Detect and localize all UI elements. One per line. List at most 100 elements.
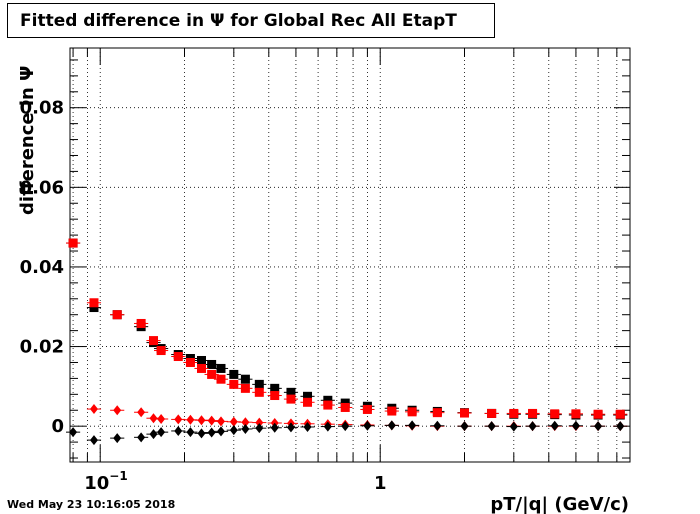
- chart-title: Fitted difference in Ψ for Global Rec Al…: [20, 11, 457, 31]
- data-point: [303, 397, 313, 407]
- data-point: [149, 429, 158, 440]
- data-point: [593, 409, 603, 419]
- data-point: [303, 391, 313, 401]
- data-point: [362, 404, 372, 414]
- data-point: [137, 407, 146, 418]
- y-tick-label: 0.04: [20, 257, 64, 278]
- data-point: [229, 369, 239, 379]
- data-point: [254, 379, 264, 389]
- data-point: [113, 433, 122, 444]
- data-point: [255, 423, 264, 434]
- data-point: [157, 414, 166, 425]
- data-point: [89, 435, 98, 446]
- data-point: [197, 415, 206, 426]
- data-point: [229, 416, 238, 427]
- y-axis-label: difference in Ψ: [17, 66, 38, 215]
- data-point: [460, 408, 470, 418]
- data-point: [270, 391, 280, 401]
- x-tick-label: 10−1: [84, 469, 127, 494]
- data-marks: [65, 238, 628, 446]
- data-point: [487, 408, 497, 418]
- data-point: [186, 427, 195, 438]
- x-tick-label: 1: [374, 473, 387, 494]
- data-point: [241, 417, 250, 428]
- data-point: [207, 427, 216, 438]
- data-point: [254, 387, 264, 397]
- data-point: [196, 363, 206, 373]
- data-point: [174, 425, 183, 436]
- y-tick-label: 0.02: [20, 337, 64, 358]
- axes: 10−1 1 0 0.02 0.04 0.06 0.08: [20, 47, 631, 494]
- data-point: [340, 402, 350, 412]
- data-point: [408, 420, 417, 431]
- plot-frame: [69, 47, 631, 463]
- data-point: [594, 421, 603, 432]
- data-point: [255, 417, 264, 428]
- data-point: [323, 421, 332, 432]
- data-point: [186, 414, 195, 425]
- data-point: [270, 422, 279, 433]
- data-point: [286, 387, 296, 397]
- data-point: [69, 427, 78, 438]
- data-point: [487, 421, 496, 432]
- data-point: [68, 238, 78, 248]
- data-point: [157, 427, 166, 438]
- data-point: [229, 425, 238, 436]
- data-point: [216, 416, 225, 427]
- data-point: [240, 383, 250, 393]
- data-point: [286, 394, 296, 404]
- data-point: [89, 404, 98, 415]
- data-point: [216, 426, 225, 437]
- data-point: [207, 369, 217, 379]
- data-point: [509, 421, 518, 432]
- data-point: [303, 421, 312, 432]
- data-point: [323, 395, 333, 405]
- data-point: [113, 405, 122, 416]
- chart-title-box: Fitted difference in Ψ for Global Rec Al…: [7, 3, 495, 38]
- data-point: [216, 363, 226, 373]
- data-point: [363, 420, 372, 431]
- data-point: [550, 409, 560, 419]
- data-point: [241, 423, 250, 434]
- data-point: [616, 421, 625, 432]
- data-point: [286, 422, 295, 433]
- data-point: [197, 428, 206, 439]
- timestamp: Wed May 23 10:16:05 2018: [7, 498, 176, 511]
- y-tick-label: 0.06: [20, 177, 64, 198]
- data-point: [207, 359, 217, 369]
- y-tick-label: 0: [51, 416, 64, 437]
- data-point: [156, 346, 166, 356]
- data-point: [387, 406, 397, 416]
- data-point: [185, 357, 195, 367]
- data-point: [341, 421, 350, 432]
- data-point: [240, 374, 250, 384]
- data-point: [571, 409, 581, 419]
- series-2: [86, 404, 628, 432]
- data-point: [196, 355, 206, 365]
- series-1: [65, 238, 628, 419]
- data-point: [433, 420, 442, 431]
- data-point: [460, 421, 469, 432]
- data-point: [229, 379, 239, 389]
- x-axis-label: pT/|q| (GeV/c): [490, 494, 629, 514]
- data-point: [174, 414, 183, 425]
- data-point: [615, 409, 625, 419]
- data-point: [112, 310, 122, 320]
- series-3: [65, 420, 628, 446]
- data-point: [89, 303, 99, 313]
- data-point: [407, 407, 417, 417]
- grid-lines: [70, 48, 630, 462]
- data-point: [137, 432, 146, 443]
- data-point: [136, 318, 146, 328]
- data-point: [528, 408, 538, 418]
- data-point: [571, 420, 580, 431]
- y-tick-label: 0.08: [20, 98, 64, 119]
- data-point: [149, 336, 159, 346]
- data-point: [528, 421, 537, 432]
- data-point: [323, 400, 333, 410]
- data-point: [550, 420, 559, 431]
- data-point: [432, 408, 442, 418]
- series-0: [65, 238, 628, 420]
- data-point: [173, 352, 183, 362]
